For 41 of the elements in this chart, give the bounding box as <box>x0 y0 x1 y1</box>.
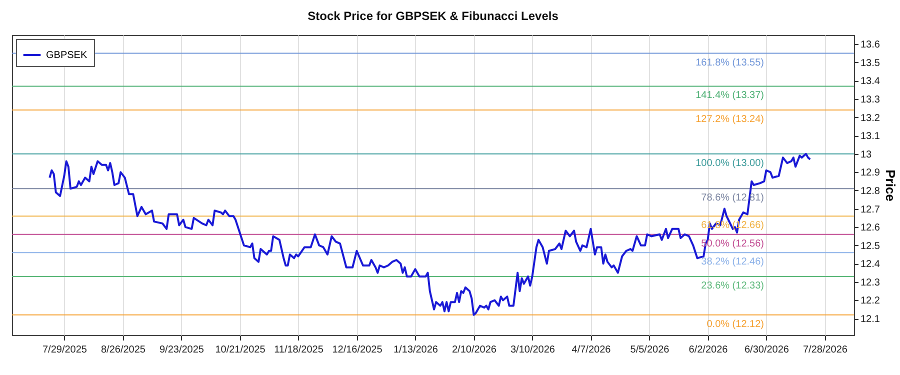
x-tick-label: 7/29/2025 <box>42 344 88 356</box>
y-tick-label: 12.7 <box>860 204 880 216</box>
y-tick-label: 13.2 <box>860 112 880 124</box>
ref-line-label: 0.0% (12.12) <box>706 318 764 330</box>
x-tick-label: 10/21/2025 <box>215 344 266 356</box>
ref-line-label: 141.4% (13.37) <box>696 90 764 102</box>
x-tick-label: 12/16/2025 <box>332 344 383 356</box>
ref-line-label: 161.8% (13.55) <box>696 57 764 68</box>
y-tick-label: 12.2 <box>860 296 880 307</box>
y-tick-label: 12.4 <box>860 259 880 270</box>
y-tick-label: 12.8 <box>860 186 880 197</box>
y-tick-label: 13.6 <box>860 40 880 51</box>
y-tick-label: 13 <box>860 149 872 160</box>
x-tick-label: 11/18/2025 <box>274 344 324 356</box>
x-tick-label: 5/5/2026 <box>630 344 670 356</box>
chart-title: Stock Price for GBPSEK & Fibunacci Levels <box>308 9 559 23</box>
x-tick-label: 4/7/2026 <box>572 344 612 356</box>
x-tick-label: 7/28/2026 <box>803 344 848 356</box>
x-tick-label: 3/10/2026 <box>510 344 556 356</box>
y-tick-label: 12.3 <box>860 277 880 288</box>
y-tick-label: 13.3 <box>860 94 880 106</box>
y-tick-label: 12.5 <box>860 240 880 252</box>
ref-line-label: 23.6% (12.33) <box>701 280 764 292</box>
y-axis-title: Price <box>882 170 898 202</box>
y-tick-label: 13.1 <box>860 131 880 142</box>
line-series <box>48 152 812 316</box>
legend-label: GBPSEK <box>46 50 88 61</box>
y-tick-label: 12.9 <box>860 168 880 179</box>
ref-line-label: 127.2% (13.24) <box>696 114 764 125</box>
y-tick-label: 12.6 <box>860 222 880 234</box>
x-tick-label: 6/2/2026 <box>688 344 728 356</box>
ref-line-label: 100.0% (13.00) <box>696 158 764 169</box>
ref-line-label: 38.2% (12.46) <box>701 256 764 268</box>
x-tick-label: 8/26/2025 <box>100 344 146 356</box>
x-tick-label: 9/23/2025 <box>159 344 204 356</box>
y-tick-label: 13.4 <box>860 76 880 88</box>
y-tick-label: 13.5 <box>860 58 880 69</box>
x-tick-label: 2/10/2026 <box>452 344 497 356</box>
y-tick-label: 12.1 <box>860 314 880 326</box>
x-tick-label: 6/30/2026 <box>744 344 790 356</box>
x-tick-label: 1/13/2026 <box>393 344 438 356</box>
